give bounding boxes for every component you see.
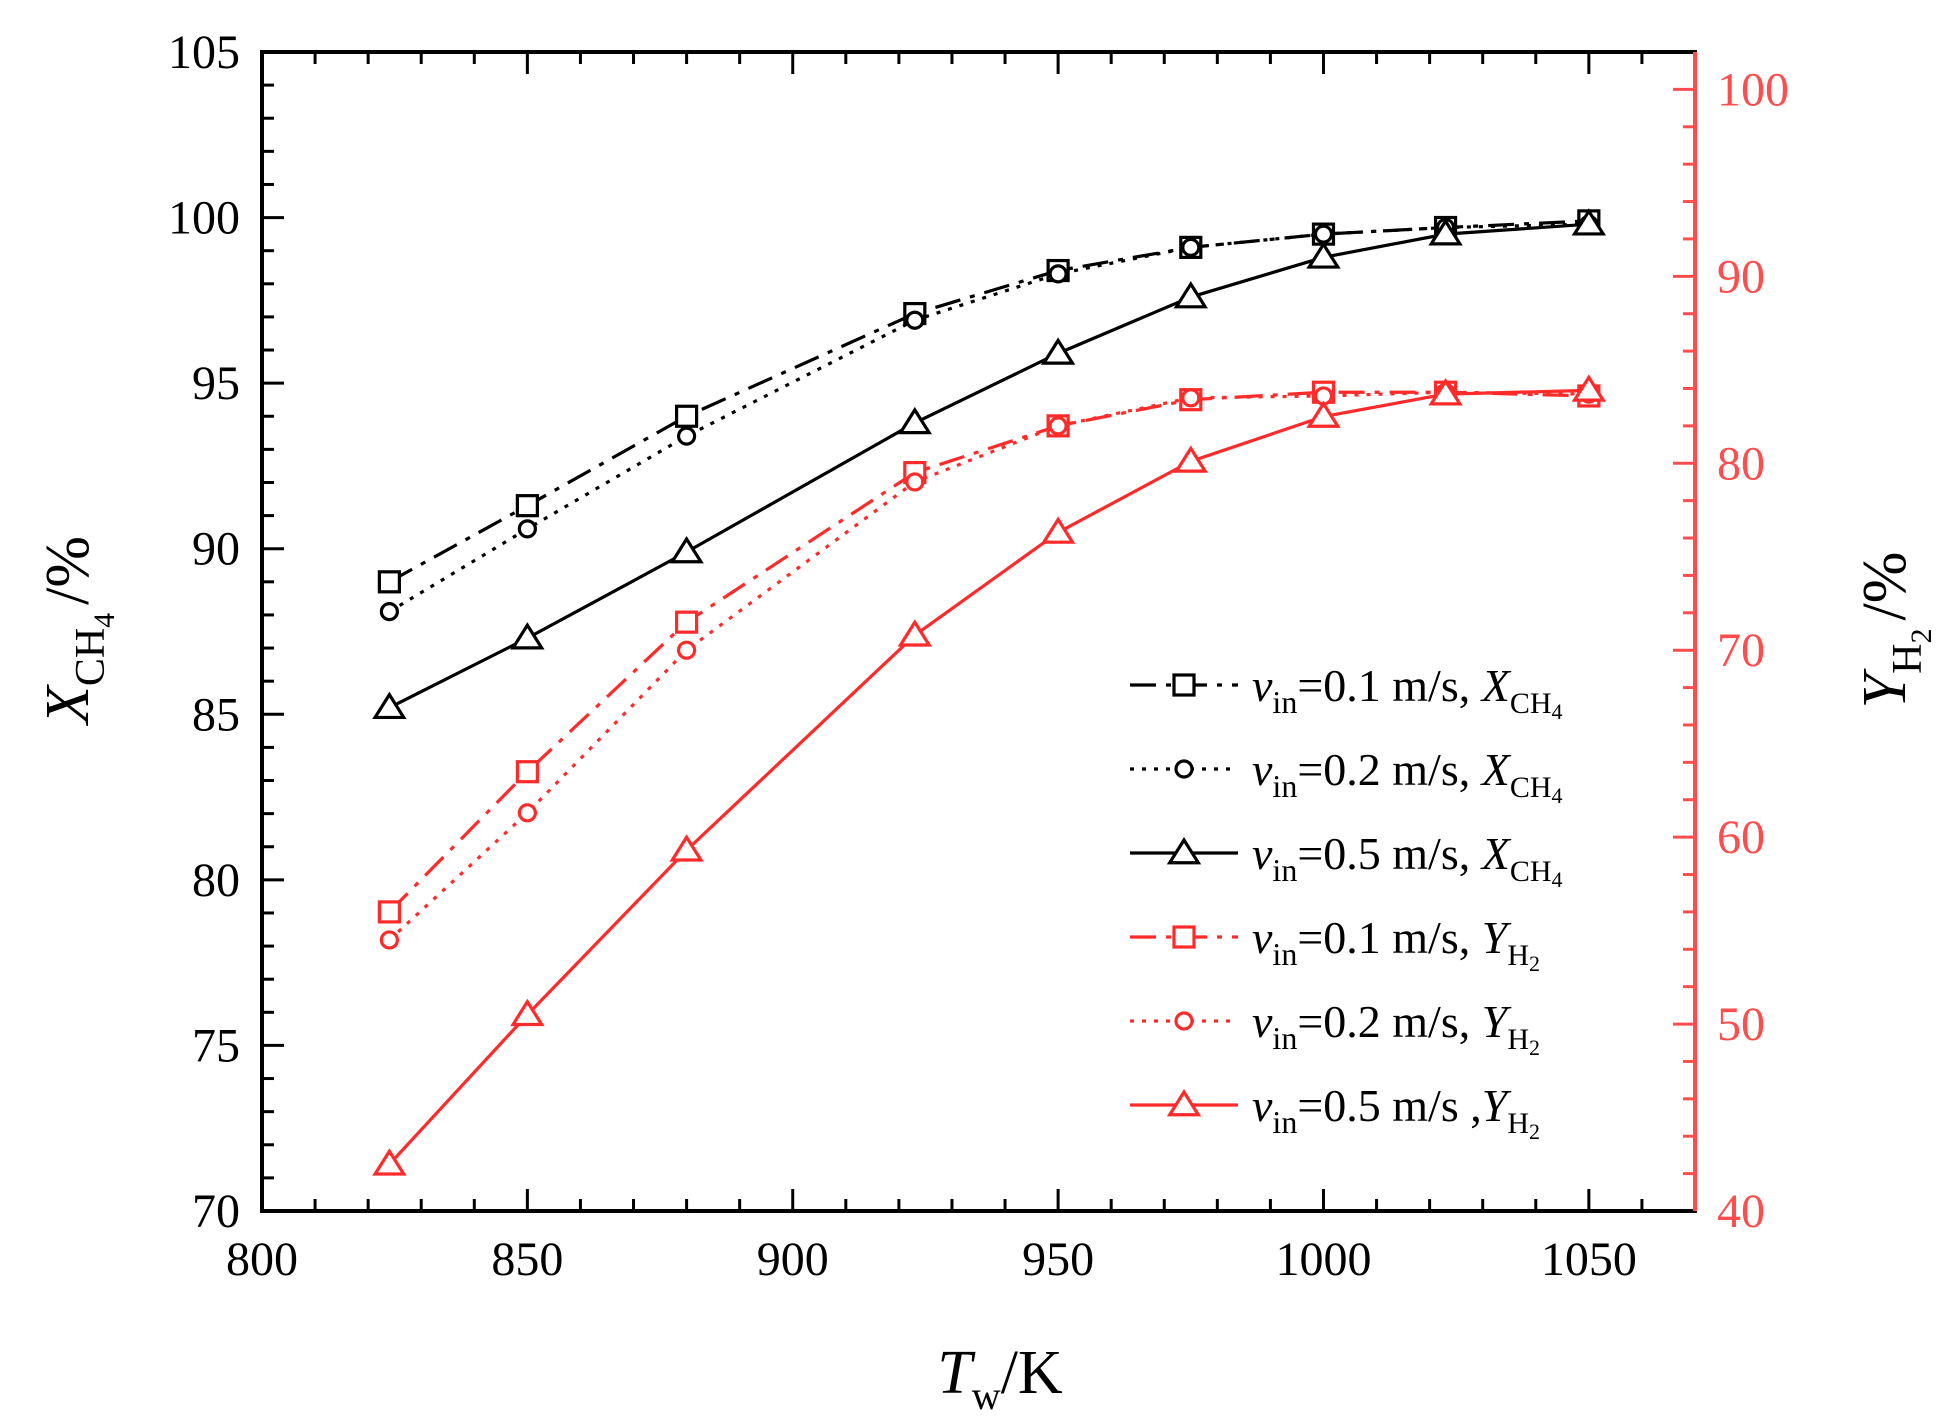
y-right-tick-label: 80 [1717,437,1765,490]
legend-entry: vin=0.1 m/s, XCH4 [1130,660,1563,724]
y-left-tick-label: 75 [192,1019,240,1072]
data-point [674,404,699,428]
data-point [1040,337,1076,365]
x-axis-title: Tw/K [937,1339,1063,1418]
data-point [515,494,539,518]
y-left-tick-label: 80 [192,854,240,907]
data-point [379,602,399,622]
data-point [515,760,539,784]
legend-label: vin=0.2 m/s, YH2 [1252,996,1540,1060]
y-left-tick-label: 85 [192,688,240,741]
data-point [897,619,933,647]
data-point [1306,241,1341,269]
svg-text:YH2/%: YH2/% [1851,552,1938,709]
data-point [1181,388,1201,408]
data-point [517,519,537,539]
y-left-tick-label: 95 [192,357,240,410]
data-point [669,834,704,862]
y-right-axis-title: YH2/% [1851,552,1938,709]
legend-marker [1166,1088,1202,1117]
series-layer [372,208,1607,1176]
data-point [1306,400,1341,428]
legend-label: vin=0.2 m/s, XCH4 [1252,744,1563,808]
data-point [372,691,407,720]
legend: vin=0.1 m/s, XCH4 vin=0.2 m/s, XCH4 vin=0.… [1130,660,1563,1144]
legend-marker [1172,673,1196,697]
y-left-tick-label: 90 [192,523,240,576]
tick-labels: 800 850 900 950 1000 1050 70 75 80 85 90 95 100 105 40… [168,26,1789,1286]
data-point [1048,264,1068,284]
y-right-tick-label: 40 [1717,1185,1765,1238]
data-point [517,803,537,823]
data-point [1048,416,1068,436]
y-left-axis-title: XCH4/% [34,536,121,727]
y-right-tick-label: 60 [1717,811,1765,864]
x-tick-label: 850 [491,1233,563,1286]
legend-label: vin=0.5 m/s, XCH4 [1252,828,1563,892]
legend-marker [1174,759,1194,779]
y-right-tick-label: 90 [1717,250,1765,303]
data-point [1428,378,1463,406]
y-right-tick-label: 70 [1717,624,1765,677]
series-line [388,222,1589,614]
data-point [1428,218,1463,246]
data-point [1571,208,1607,236]
y-left-tick-label: 70 [192,1185,240,1238]
series-line [388,219,1589,584]
legend-marker [1172,925,1196,949]
legend-label: vin=0.5 m/s ,YH2 [1252,1080,1540,1144]
legend-entry: vin=0.2 m/s, XCH4 [1130,744,1563,808]
legend-entry: vin=0.5 m/s, XCH4 [1130,828,1563,892]
data-point [905,472,925,492]
series-3 [372,208,1607,720]
data-point [377,570,401,594]
data-point [676,640,697,660]
legend-entry: vin=0.5 m/s ,YH2 [1130,1080,1540,1144]
data-point [669,536,704,564]
data-point [377,900,401,924]
data-point [379,930,399,950]
data-point [1571,374,1607,402]
series-2 [379,214,1599,622]
data-point [510,998,545,1027]
data-point [897,406,933,435]
series-6 [372,374,1607,1176]
data-point [1040,516,1076,544]
data-point [372,1148,407,1176]
x-tick-label: 900 [757,1233,829,1286]
legend-marker [1166,836,1202,865]
data-point [1313,224,1334,244]
series-1 [377,209,1601,594]
data-point [676,426,697,446]
data-point [905,310,925,330]
legend-entry: vin=0.2 m/s, YH2 [1130,996,1540,1060]
y-left-tick-label: 100 [168,192,240,245]
legend-marker [1174,1011,1194,1031]
series-line [388,222,1589,710]
data-point [1181,237,1201,257]
svg-text:XCH4/%: XCH4/% [34,536,121,727]
axis-titles: Tw/K XCH4/% YH2/% [34,536,1938,1418]
x-tick-label: 800 [226,1233,298,1286]
data-point [1173,445,1208,473]
y-right-tick-label: 50 [1717,998,1765,1051]
y-right-tick-label: 100 [1717,63,1789,116]
x-tick-label: 950 [1022,1233,1094,1286]
data-point [510,622,545,650]
data-point [1173,281,1208,309]
legend-label: vin=0.1 m/s, XCH4 [1252,660,1563,724]
data-point [674,610,699,634]
legend-entry: vin=0.1 m/s, YH2 [1130,912,1540,976]
legend-label: vin=0.1 m/s, YH2 [1252,912,1540,976]
x-tick-label: 1050 [1541,1233,1637,1286]
x-tick-label: 1000 [1275,1233,1371,1286]
y-left-tick-label: 105 [168,26,240,79]
